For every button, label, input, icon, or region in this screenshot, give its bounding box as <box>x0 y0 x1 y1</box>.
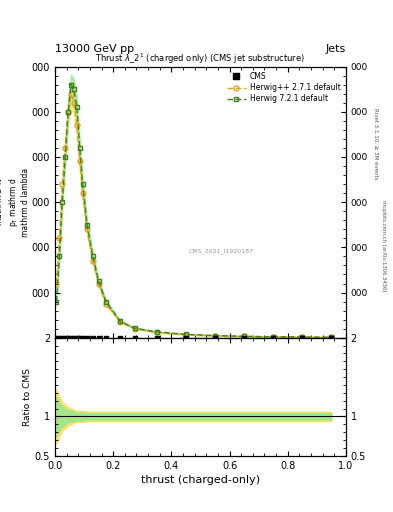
Y-axis label: Ratio to CMS: Ratio to CMS <box>23 368 32 425</box>
Title: Thrust $\lambda\_2^1$ (charged only) (CMS jet substructure): Thrust $\lambda\_2^1$ (charged only) (CM… <box>95 52 305 67</box>
Text: mcplots.cern.ch [arXiv:1306.3436]: mcplots.cern.ch [arXiv:1306.3436] <box>381 200 386 291</box>
Text: Jets: Jets <box>325 44 346 54</box>
X-axis label: thrust (charged-only): thrust (charged-only) <box>141 475 260 485</box>
Text: Rivet 3.1.10, ≥ 3M events: Rivet 3.1.10, ≥ 3M events <box>373 108 378 179</box>
Text: 13000 GeV pp: 13000 GeV pp <box>55 44 134 54</box>
Y-axis label: mathrm d$^2$N
$\mathrm{p_T}$ mathrm d
mathrm d lambda: mathrm d$^2$N $\mathrm{p_T}$ mathrm d ma… <box>0 167 30 237</box>
Legend: CMS, Herwig++ 2.7.1 default, Herwig 7.2.1 default: CMS, Herwig++ 2.7.1 default, Herwig 7.2.… <box>225 70 342 105</box>
Text: CMS_2021_I1920187: CMS_2021_I1920187 <box>188 248 253 254</box>
